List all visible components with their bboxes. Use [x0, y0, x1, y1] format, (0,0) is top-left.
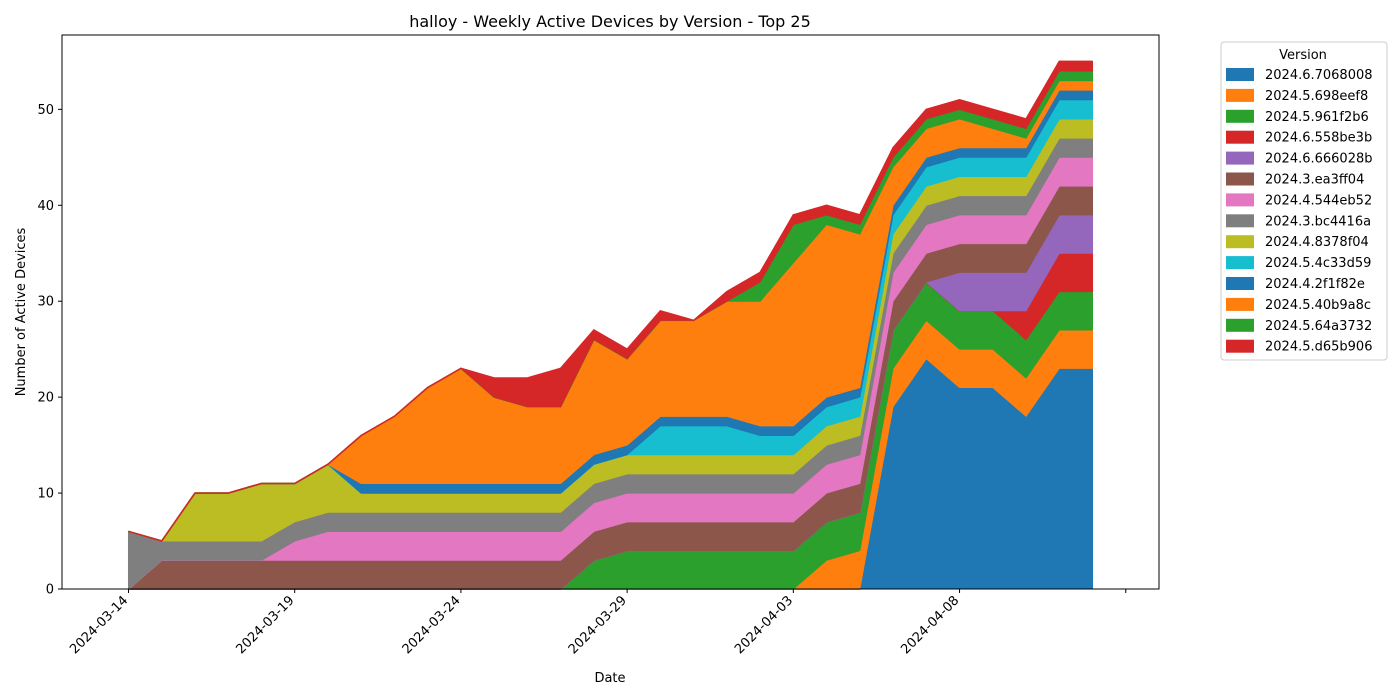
legend-label-5: 2024.3.ea3ff04	[1265, 173, 1364, 188]
plot-frame	[61, 34, 1160, 590]
legend-label-3: 2024.6.558be3b	[1265, 131, 1372, 146]
y-tick-label-3: 30	[37, 295, 54, 310]
x-tick-label-3: 2024-03-29	[566, 593, 630, 657]
legend-swatch-7	[1226, 214, 1254, 228]
legend-title: Version	[1279, 48, 1327, 63]
y-tick-label-1: 10	[37, 487, 54, 502]
legend-swatch-5	[1226, 172, 1254, 186]
x-tick-label-2: 2024-03-24	[400, 593, 464, 657]
legend-swatch-9	[1226, 256, 1254, 270]
legend-label-9: 2024.5.4c33d59	[1265, 256, 1371, 271]
legend-swatch-8	[1226, 235, 1254, 249]
legend-label-1: 2024.5.698eef8	[1265, 89, 1368, 104]
y-tick-label-2: 20	[37, 391, 54, 406]
legend-label-8: 2024.4.8378f04	[1265, 235, 1369, 250]
legend-swatch-0	[1226, 68, 1254, 81]
legend-swatch-6	[1226, 193, 1254, 207]
legend-label-6: 2024.4.544eb52	[1265, 193, 1372, 208]
legend-label-12: 2024.5.64a3732	[1265, 319, 1372, 334]
y-axis-label: Number of Active Devices	[14, 227, 29, 396]
x-axis-ticks: 2024-03-14 2024-03-19 2024-03-24 2024-03-29…	[67, 589, 1127, 657]
legend-label-13: 2024.5.d65b906	[1265, 340, 1372, 355]
y-tick-label-5: 50	[37, 103, 54, 118]
legend-swatch-3	[1226, 130, 1254, 144]
legend-label-7: 2024.3.bc4416a	[1265, 214, 1371, 229]
legend-swatch-4	[1226, 151, 1254, 165]
y-axis-ticks: 0 10 20 30 40 50	[37, 103, 62, 598]
x-tick-label-0: 2024-03-14	[67, 593, 131, 657]
legend-frame	[1220, 41, 1388, 361]
y-tick-label-0: 0	[46, 583, 54, 598]
legend-label-11: 2024.5.40b9a8c	[1265, 298, 1371, 313]
legend-swatch-13	[1226, 339, 1254, 353]
stacked-areas	[127, 60, 1094, 591]
legend-swatch-10	[1226, 277, 1254, 290]
legend-label-10: 2024.4.2f1f82e	[1265, 277, 1365, 292]
x-tick-label-5: 2024-04-08	[898, 593, 962, 657]
legend-swatch-1	[1226, 88, 1254, 102]
legend-label-0: 2024.6.7068008	[1265, 68, 1373, 83]
legend-label-4: 2024.6.666028b	[1265, 152, 1373, 167]
x-axis-label: Date	[594, 671, 625, 686]
legend-swatch-11	[1226, 297, 1254, 311]
x-tick-label-4: 2024-04-03	[732, 593, 796, 657]
legend: Version 2024.6.7068008 2024.5.698eef8 2024…	[1220, 41, 1388, 361]
area-series-edge-13	[128, 60, 1093, 542]
y-tick-label-4: 40	[37, 199, 54, 214]
legend-swatch-12	[1226, 318, 1254, 332]
chart-title: halloy - Weekly Active Devices by Versio…	[409, 12, 811, 31]
legend-swatch-2	[1226, 109, 1254, 123]
legend-label-2: 2024.5.961f2b6	[1265, 110, 1369, 125]
x-tick-label-1: 2024-03-19	[233, 593, 297, 657]
